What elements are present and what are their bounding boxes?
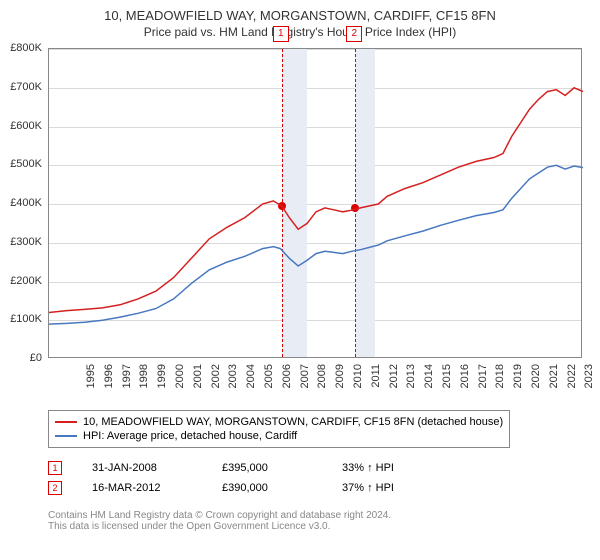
y-tick-label: £0 — [0, 352, 42, 364]
event-marker-box: 1 — [273, 26, 289, 42]
y-tick-label: £100K — [0, 313, 42, 325]
x-tick-label: 2019 — [512, 364, 524, 404]
y-tick-label: £200K — [0, 275, 42, 287]
x-tick-label: 1996 — [103, 364, 115, 404]
footer-line-2: This data is licensed under the Open Gov… — [48, 521, 391, 532]
x-tick-label: 2012 — [388, 364, 400, 404]
x-tick-label: 2008 — [316, 364, 328, 404]
legend-row: HPI: Average price, detached house, Card… — [55, 429, 503, 443]
legend-row: 10, MEADOWFIELD WAY, MORGANSTOWN, CARDIF… — [55, 415, 503, 429]
x-tick-label: 2003 — [227, 364, 239, 404]
y-tick-label: £400K — [0, 197, 42, 209]
x-tick-label: 2017 — [477, 364, 489, 404]
x-tick-label: 2001 — [192, 364, 204, 404]
event-marker-box: 2 — [346, 26, 362, 42]
x-tick-label: 2021 — [548, 364, 560, 404]
x-tick-label: 2004 — [245, 364, 257, 404]
chart-svg — [49, 49, 583, 359]
event-num-box: 2 — [48, 481, 62, 495]
event-date: 16-MAR-2012 — [92, 482, 192, 494]
x-tick-label: 2013 — [405, 364, 417, 404]
footer-line-1: Contains HM Land Registry data © Crown c… — [48, 510, 391, 521]
x-tick-label: 1997 — [121, 364, 133, 404]
x-tick-label: 1995 — [85, 364, 97, 404]
event-table: 1 31-JAN-2008 £395,000 33% ↑ HPI 2 16-MAR-201… — [48, 458, 394, 498]
event-date: 31-JAN-2008 — [92, 462, 192, 474]
x-tick-label: 2010 — [352, 364, 364, 404]
series-property — [49, 88, 583, 313]
x-tick-label: 2002 — [210, 364, 222, 404]
x-tick-label: 2011 — [370, 364, 382, 404]
y-tick-label: £500K — [0, 158, 42, 170]
x-tick-label: 2007 — [299, 364, 311, 404]
legend-swatch — [55, 435, 77, 437]
x-tick-label: 2005 — [263, 364, 275, 404]
x-tick-label: 2009 — [334, 364, 346, 404]
legend: 10, MEADOWFIELD WAY, MORGANSTOWN, CARDIF… — [48, 410, 510, 448]
event-pct: 33% ↑ HPI — [342, 462, 394, 474]
y-tick-label: £800K — [0, 42, 42, 54]
x-tick-label: 2016 — [459, 364, 471, 404]
x-tick-label: 2022 — [566, 364, 578, 404]
legend-swatch — [55, 421, 77, 423]
event-table-row: 2 16-MAR-2012 £390,000 37% ↑ HPI — [48, 478, 394, 498]
y-tick-label: £600K — [0, 120, 42, 132]
legend-label: HPI: Average price, detached house, Card… — [83, 430, 297, 442]
chart-title: 10, MEADOWFIELD WAY, MORGANSTOWN, CARDIF… — [0, 0, 600, 23]
event-pct: 37% ↑ HPI — [342, 482, 394, 494]
x-tick-label: 1998 — [138, 364, 150, 404]
x-tick-label: 2020 — [530, 364, 542, 404]
x-tick-label: 1999 — [156, 364, 168, 404]
x-tick-label: 2015 — [441, 364, 453, 404]
y-tick-label: £300K — [0, 236, 42, 248]
x-tick-label: 2023 — [583, 364, 595, 404]
x-tick-label: 2018 — [494, 364, 506, 404]
event-num-box: 1 — [48, 461, 62, 475]
series-hpi — [49, 165, 583, 324]
footer-attribution: Contains HM Land Registry data © Crown c… — [48, 510, 391, 532]
legend-label: 10, MEADOWFIELD WAY, MORGANSTOWN, CARDIF… — [83, 416, 503, 428]
y-tick-label: £700K — [0, 81, 42, 93]
chart-subtitle: Price paid vs. HM Land Registry's House … — [0, 23, 600, 39]
event-price: £395,000 — [222, 462, 312, 474]
x-tick-label: 2014 — [423, 364, 435, 404]
x-tick-label: 2006 — [281, 364, 293, 404]
event-table-row: 1 31-JAN-2008 £395,000 33% ↑ HPI — [48, 458, 394, 478]
event-price: £390,000 — [222, 482, 312, 494]
x-tick-label: 2000 — [174, 364, 186, 404]
chart-plot-area — [48, 48, 582, 358]
